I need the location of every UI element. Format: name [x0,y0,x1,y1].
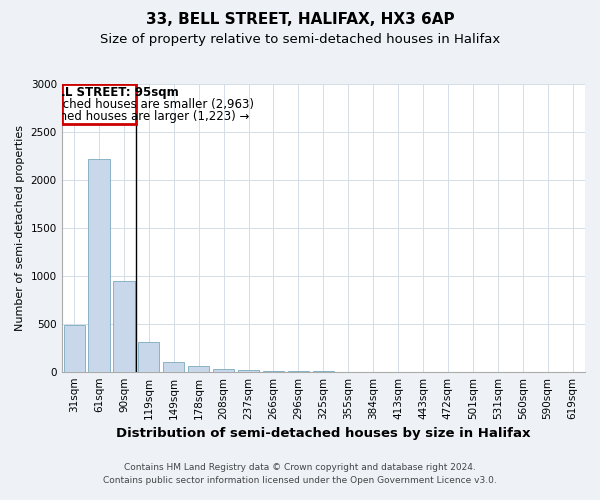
Bar [62,84,136,124]
Y-axis label: Number of semi-detached properties: Number of semi-detached properties [15,125,25,331]
Text: 33 BELL STREET: 95sqm: 33 BELL STREET: 95sqm [20,86,178,98]
Bar [213,369,234,372]
Text: ← 70% of semi-detached houses are smaller (2,963): ← 70% of semi-detached houses are smalle… [0,98,254,110]
Text: Contains public sector information licensed under the Open Government Licence v3: Contains public sector information licen… [103,476,497,485]
X-axis label: Distribution of semi-detached houses by size in Halifax: Distribution of semi-detached houses by … [116,427,530,440]
Bar [138,342,160,372]
Text: 33, BELL STREET, HALIFAX, HX3 6AP: 33, BELL STREET, HALIFAX, HX3 6AP [146,12,454,28]
Bar [64,324,85,372]
Bar [238,370,259,372]
Bar [163,362,184,372]
Bar [113,280,134,372]
Text: 29% of semi-detached houses are larger (1,223) →: 29% of semi-detached houses are larger (… [0,110,249,122]
Bar [88,159,110,372]
Bar [263,371,284,372]
Text: Contains HM Land Registry data © Crown copyright and database right 2024.: Contains HM Land Registry data © Crown c… [124,464,476,472]
Bar [188,366,209,372]
Text: Size of property relative to semi-detached houses in Halifax: Size of property relative to semi-detach… [100,32,500,46]
